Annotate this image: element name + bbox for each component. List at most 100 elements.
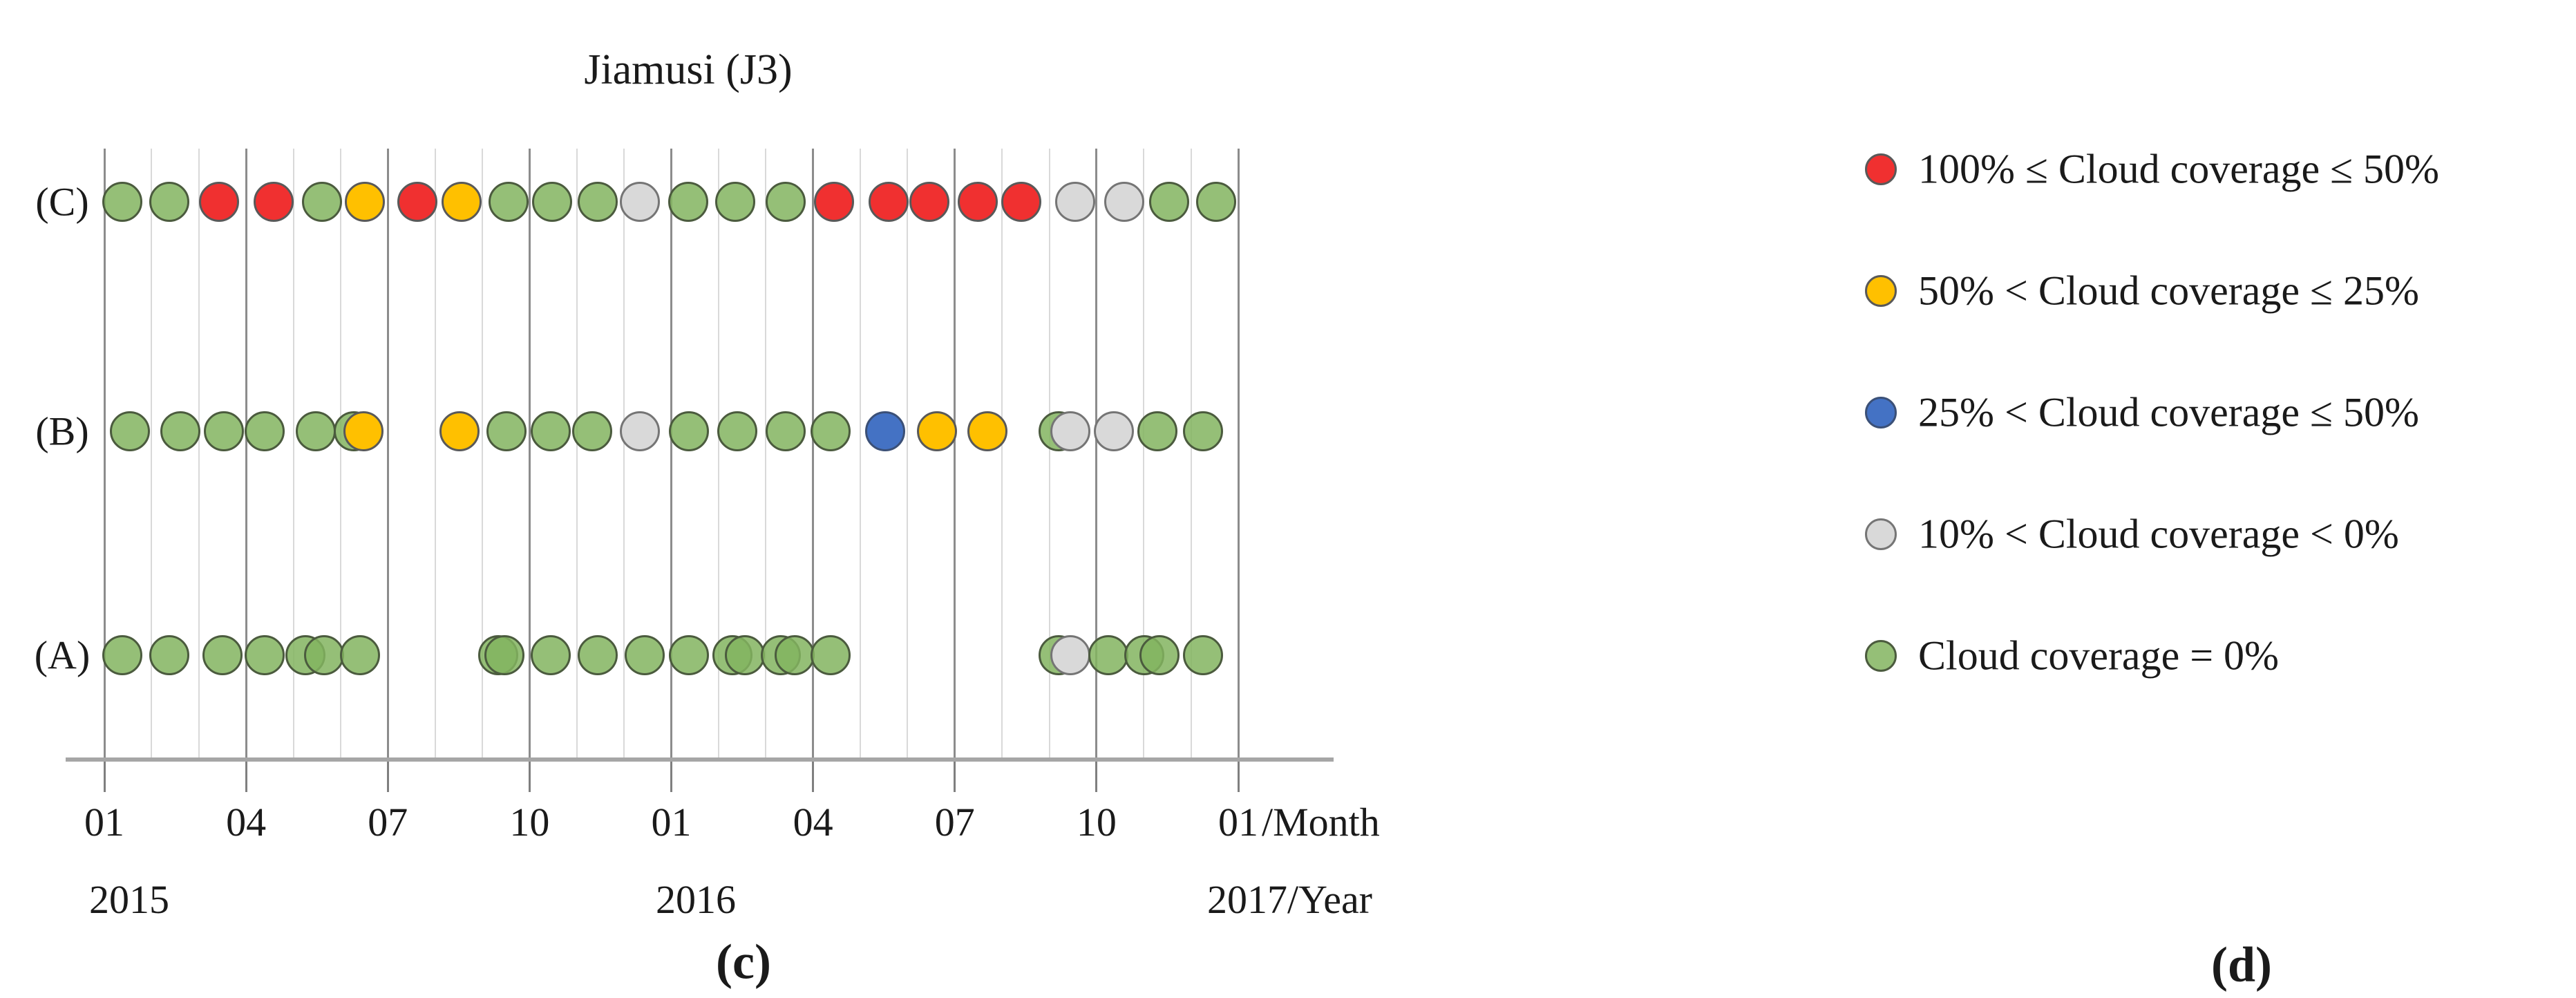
minor-gridline <box>717 149 719 757</box>
minor-gridline <box>292 149 294 757</box>
legend-marker-red <box>1865 153 1897 185</box>
major-gridline <box>954 149 956 757</box>
data-point-gray <box>620 182 660 222</box>
legend-label: Cloud coverage = 0% <box>1918 632 2280 679</box>
major-gridline <box>670 149 672 757</box>
legend-marker-green <box>1865 640 1897 672</box>
axis-tick <box>103 762 106 792</box>
data-point-green <box>149 635 189 675</box>
data-point-green <box>245 411 285 451</box>
data-point-green <box>725 635 765 675</box>
data-point-green <box>296 411 336 451</box>
data-point-green <box>102 635 142 675</box>
axis-tick <box>245 762 247 792</box>
data-point-green <box>578 182 618 222</box>
minor-gridline <box>434 149 436 757</box>
minor-gridline <box>1048 149 1050 757</box>
minor-gridline <box>151 149 153 757</box>
data-point-green <box>102 182 142 222</box>
data-point-green <box>245 635 285 675</box>
minor-gridline <box>576 149 578 757</box>
minor-gridline <box>623 149 625 757</box>
data-point-green <box>811 635 851 675</box>
data-point-green <box>202 635 243 675</box>
month-tick-label: 01 <box>651 800 692 845</box>
data-point-yellow <box>343 411 383 451</box>
row-label-A: (A) <box>34 632 91 678</box>
month-tick-label: 07 <box>934 800 975 845</box>
data-point-green <box>572 411 612 451</box>
data-point-yellow <box>442 182 482 222</box>
minor-gridline <box>1001 149 1003 757</box>
data-point-red <box>254 182 294 222</box>
major-gridline <box>1095 149 1098 757</box>
data-point-green <box>204 411 244 451</box>
minor-gridline <box>907 149 909 757</box>
major-gridline <box>812 149 815 757</box>
data-point-green <box>1149 182 1189 222</box>
data-point-yellow <box>967 411 1007 451</box>
major-gridline <box>528 149 531 757</box>
data-point-red <box>397 182 437 222</box>
data-point-green <box>1139 635 1180 675</box>
data-point-gray <box>1050 411 1090 451</box>
row-label-B: (B) <box>35 408 89 454</box>
legend-marker-yellow <box>1865 275 1897 307</box>
data-point-gray <box>1055 182 1095 222</box>
data-point-green <box>766 182 806 222</box>
major-gridline <box>245 149 247 757</box>
data-point-gray <box>1050 635 1090 675</box>
data-point-green <box>484 635 524 675</box>
minor-gridline <box>765 149 767 757</box>
axis-tick <box>954 762 956 792</box>
data-point-green <box>489 182 529 222</box>
data-point-yellow <box>345 182 385 222</box>
data-point-green <box>1183 635 1223 675</box>
data-point-green <box>578 635 618 675</box>
data-point-red <box>199 182 239 222</box>
data-point-red <box>1001 182 1041 222</box>
data-point-green <box>304 635 344 675</box>
subfigure-caption-c: (c) <box>716 934 771 990</box>
data-point-gray <box>620 411 660 451</box>
legend-marker-gray <box>1865 518 1897 550</box>
data-point-green <box>486 411 527 451</box>
data-point-green <box>1088 635 1128 675</box>
data-point-green <box>668 182 708 222</box>
chart-title: Jiamusi (J3) <box>584 46 793 93</box>
data-point-green <box>625 635 665 675</box>
axis-tick <box>386 762 389 792</box>
data-point-red <box>814 182 854 222</box>
data-point-green <box>1183 411 1223 451</box>
minor-gridline <box>860 149 861 757</box>
legend-label: 100% ≤ Cloud coverage ≤ 50% <box>1918 146 2440 192</box>
x-axis-line <box>66 757 1334 762</box>
row-label-C: (C) <box>35 179 89 225</box>
data-point-blue <box>865 411 905 451</box>
month-tick-label: 04 <box>793 800 833 845</box>
data-point-green <box>766 411 806 451</box>
data-point-green <box>532 182 572 222</box>
major-gridline <box>1237 149 1240 757</box>
axis-tick <box>670 762 672 792</box>
axis-tick <box>528 762 531 792</box>
data-point-green <box>669 635 709 675</box>
major-gridline <box>103 149 106 757</box>
data-point-red <box>958 182 998 222</box>
year-tick-label: 2016 <box>656 877 736 922</box>
axis-tick <box>812 762 815 792</box>
data-point-gray <box>1094 411 1134 451</box>
data-point-green <box>811 411 851 451</box>
data-point-green <box>531 635 571 675</box>
legend-label: 50% < Cloud coverage ≤ 25% <box>1918 267 2419 314</box>
data-point-green <box>715 182 755 222</box>
minor-gridline <box>482 149 483 757</box>
data-point-green <box>1137 411 1177 451</box>
minor-gridline <box>198 149 200 757</box>
data-point-red <box>909 182 949 222</box>
data-point-yellow <box>917 411 957 451</box>
year-tick-label: 2015 <box>89 877 169 922</box>
axis-tick <box>1237 762 1240 792</box>
major-gridline <box>386 149 389 757</box>
